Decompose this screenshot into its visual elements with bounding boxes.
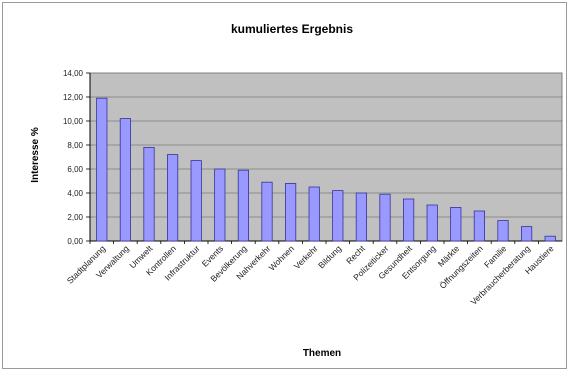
chart-title: kumuliertes Ergebnis: [231, 22, 353, 36]
y-tick-label: 14,00: [63, 69, 84, 78]
bar: [96, 97, 108, 242]
bar: [261, 181, 273, 242]
plot-area: 0,002,004,006,008,0010,0012,0014,00Stadt…: [63, 69, 563, 307]
bar: [497, 220, 509, 242]
bar: [167, 154, 179, 242]
bar: [403, 198, 415, 242]
bar: [355, 192, 367, 242]
bar: [332, 190, 344, 242]
x-axis-label: Themen: [303, 348, 341, 359]
bar: [119, 118, 131, 242]
bar: [473, 210, 485, 242]
bar: [426, 204, 438, 242]
bar: [450, 206, 462, 242]
y-tick-label: 4,00: [67, 189, 83, 198]
y-tick-label: 2,00: [67, 213, 83, 222]
bar: [379, 193, 391, 242]
bar: [143, 146, 155, 242]
y-tick-label: 0,00: [67, 237, 83, 246]
bar: [214, 168, 226, 242]
y-tick-label: 8,00: [67, 141, 83, 150]
bar: [521, 226, 533, 242]
bar: [190, 160, 202, 242]
x-tick-label: Bildung: [316, 243, 343, 270]
y-tick-label: 6,00: [67, 165, 83, 174]
bar: [308, 186, 320, 242]
y-tick-label: 12,00: [63, 93, 84, 102]
x-tick-label: Wohnen: [267, 243, 297, 273]
x-tick-label: Verkehr: [292, 243, 320, 271]
bar: [285, 182, 297, 242]
y-tick-label: 10,00: [63, 117, 84, 126]
bar: [544, 235, 556, 242]
bar: [237, 169, 249, 242]
y-axis-label: Interesse %: [30, 127, 41, 183]
plot-background: [89, 72, 563, 242]
